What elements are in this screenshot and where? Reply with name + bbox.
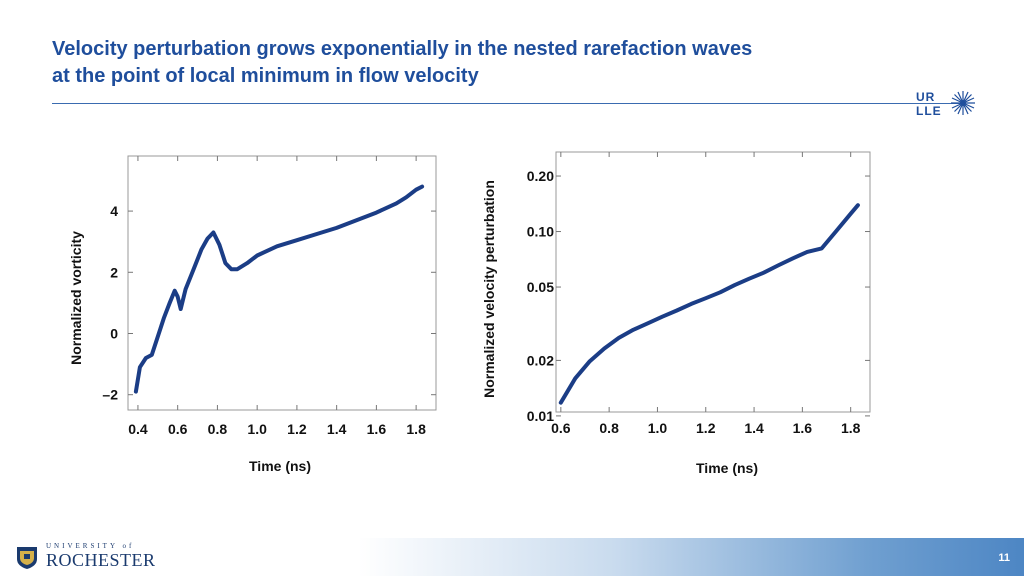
vorticity-x-tick-label: 1.8 <box>406 421 426 437</box>
velocity-y-tick-label: 0.01 <box>527 408 554 424</box>
velocity-plot-frame <box>555 151 871 413</box>
slide-title-line-2: at the point of local minimum in flow ve… <box>52 65 479 87</box>
footer-university-label: UNIVERSITY of <box>46 542 135 550</box>
velocity-y-tick-label: 0.10 <box>527 224 554 240</box>
velocity-x-tick-label: 1.2 <box>696 420 716 436</box>
vorticity-y-tick-label: 2 <box>110 264 118 280</box>
velocity-y-axis-label: Normalized velocity perturbation <box>481 180 497 398</box>
footer-bar: UNIVERSITY of ROCHESTER 11 <box>0 538 1024 576</box>
velocity-series-line <box>558 203 860 405</box>
slide-title-line-1: Velocity perturbation grows exponentiall… <box>52 38 753 60</box>
slide-title: Velocity perturbation grows exponentiall… <box>52 36 892 90</box>
vorticity-y-axis-label: Normalized vorticity <box>68 231 84 365</box>
vorticity-y-ticks: –2 0 2 4 <box>102 203 436 403</box>
vorticity-x-ticks: 0.4 0.6 0.8 1.0 1.2 1.4 1.6 1.8 <box>128 156 426 437</box>
lle-logo: UR LLE <box>916 88 976 122</box>
vorticity-y-tick-label: –2 <box>102 387 118 403</box>
page-number: 11 <box>998 552 1010 564</box>
vorticity-y-tick-label: 0 <box>110 325 118 341</box>
vorticity-series-line <box>133 184 425 394</box>
velocity-y-tick-label: 0.02 <box>527 352 554 368</box>
velocity-y-tick-label: 0.05 <box>527 279 554 295</box>
vorticity-y-tick-label: 4 <box>110 203 118 219</box>
vorticity-x-tick-label: 1.0 <box>247 421 267 437</box>
velocity-y-ticks: 0.01 0.02 0.05 0.10 0.20 <box>527 168 870 424</box>
footer-rochester-label: ROCHESTER <box>46 550 156 570</box>
vorticity-x-tick-label: 0.8 <box>208 421 228 437</box>
logo-text-lle: LLE <box>916 104 942 118</box>
vorticity-x-tick-label: 0.6 <box>168 421 188 437</box>
vorticity-x-tick-label: 1.2 <box>287 421 307 437</box>
vorticity-plot-frame <box>127 155 437 411</box>
velocity-x-tick-label: 1.6 <box>793 420 813 436</box>
title-divider <box>52 103 964 104</box>
vorticity-x-tick-label: 1.4 <box>327 421 347 437</box>
velocity-x-tick-label: 1.8 <box>841 420 861 436</box>
starburst-icon <box>951 91 975 115</box>
velocity-x-axis-label: Time (ns) <box>696 460 758 476</box>
velocity-x-ticks: 0.6 0.8 1.0 1.2 1.4 1.6 1.8 <box>551 152 861 436</box>
vorticity-chart: 0.4 0.6 0.8 1.0 1.2 1.4 1.6 1.8 –2 0 2 4 Time (ns)… <box>68 155 437 474</box>
velocity-x-tick-label: 1.4 <box>744 420 764 436</box>
velocity-perturbation-chart: 0.6 0.8 1.0 1.2 1.4 1.6 1.8 0.010.020.050.100.… <box>481 151 871 476</box>
vorticity-x-axis-label: Time (ns) <box>249 458 311 474</box>
velocity-x-tick-label: 0.6 <box>551 420 571 436</box>
vorticity-x-tick-label: 0.4 <box>128 421 148 437</box>
velocity-y-tick-label: 0.20 <box>527 168 554 184</box>
velocity-x-tick-label: 0.8 <box>599 420 619 436</box>
university-crest-icon <box>17 547 37 569</box>
vorticity-x-tick-label: 1.6 <box>367 421 387 437</box>
velocity-x-tick-label: 1.0 <box>648 420 668 436</box>
logo-text-ur: UR <box>916 90 936 104</box>
